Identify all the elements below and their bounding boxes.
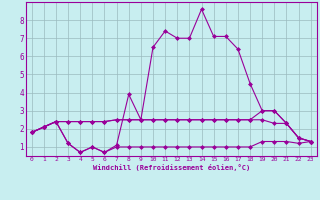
X-axis label: Windchill (Refroidissement éolien,°C): Windchill (Refroidissement éolien,°C): [92, 164, 250, 171]
